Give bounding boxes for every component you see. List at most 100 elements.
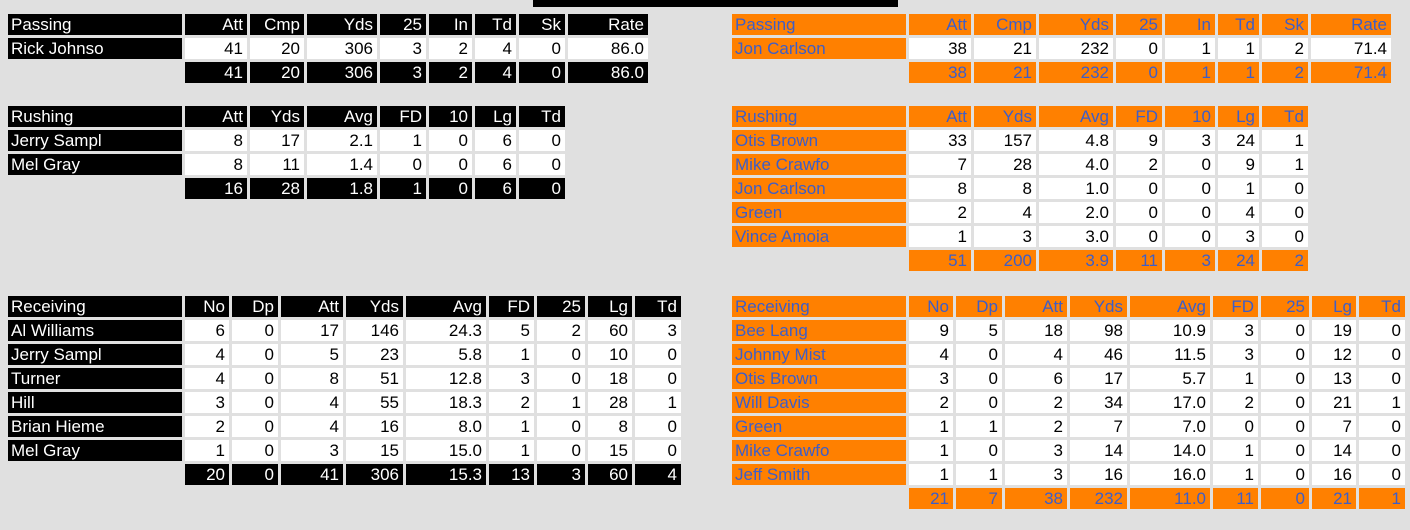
stat-value: 4.8 bbox=[1039, 130, 1113, 151]
column-header: Avg bbox=[307, 106, 377, 127]
totals-row: 51 200 3.9 11 3 24 2 bbox=[732, 250, 1308, 271]
stat-value: 0 bbox=[1116, 38, 1162, 59]
stat-value: 21 bbox=[974, 38, 1036, 59]
column-header: 25 bbox=[380, 14, 426, 35]
column-header: FD bbox=[1213, 296, 1258, 317]
stat-value: 8 bbox=[974, 178, 1036, 199]
stat-value: 24.3 bbox=[406, 320, 486, 341]
stat-value: 0 bbox=[429, 130, 472, 151]
stat-value: 0 bbox=[635, 440, 681, 461]
totals-spacer bbox=[732, 488, 906, 509]
total-value: 51 bbox=[909, 250, 971, 271]
stat-value: 3 bbox=[1213, 344, 1258, 365]
stat-value: 13 bbox=[1312, 368, 1356, 389]
totals-row: 20 0 41 306 15.3 13 3 60 4 bbox=[8, 464, 681, 485]
stat-value: 0 bbox=[232, 368, 278, 389]
column-header: Td bbox=[1262, 106, 1308, 127]
stat-value: 15.0 bbox=[406, 440, 486, 461]
stat-value: 0 bbox=[1165, 202, 1215, 223]
player-row: Jeff Smith 1 1 3 16 16.0 1 0 16 0 bbox=[732, 464, 1405, 485]
column-header: Rate bbox=[1311, 14, 1391, 35]
stat-value: 19 bbox=[1312, 320, 1356, 341]
column-header: Att bbox=[281, 296, 343, 317]
stat-value: 3 bbox=[1218, 226, 1259, 247]
home-passing-table: Passing Att Cmp Yds 25 In Td Sk Rate Rick Johnso 4… bbox=[5, 11, 651, 86]
stat-value: 5 bbox=[281, 344, 343, 365]
stat-value: 146 bbox=[346, 320, 403, 341]
stat-value: 0 bbox=[1359, 368, 1405, 389]
stat-value: 9 bbox=[909, 320, 953, 341]
stat-value: 0 bbox=[1116, 226, 1162, 247]
stat-value: 10.9 bbox=[1130, 320, 1210, 341]
column-header: FD bbox=[380, 106, 426, 127]
stat-value: 0 bbox=[1261, 344, 1309, 365]
stat-value: 0 bbox=[1261, 392, 1309, 413]
total-value: 4 bbox=[635, 464, 681, 485]
column-header: Att bbox=[1005, 296, 1067, 317]
total-value: 13 bbox=[489, 464, 534, 485]
stat-value: 1 bbox=[185, 440, 229, 461]
total-value: 60 bbox=[588, 464, 632, 485]
stat-value: 16 bbox=[1312, 464, 1356, 485]
player-row: Otis Brown 33 157 4.8 9 3 24 1 bbox=[732, 130, 1308, 151]
player-name: Johnny Mist bbox=[732, 344, 906, 365]
column-header: Yds bbox=[1070, 296, 1127, 317]
player-name: Jon Carlson bbox=[732, 178, 906, 199]
stat-value: 4.0 bbox=[1039, 154, 1113, 175]
stat-value: 1 bbox=[909, 440, 953, 461]
stat-value: 0 bbox=[537, 368, 585, 389]
stat-value: 11 bbox=[250, 154, 304, 175]
header-row: Passing Att Cmp Yds 25 In Td Sk Rate bbox=[8, 14, 648, 35]
player-name: Turner bbox=[8, 368, 182, 389]
player-name: Otis Brown bbox=[732, 130, 906, 151]
total-value: 16 bbox=[185, 178, 247, 199]
stat-value: 1 bbox=[956, 416, 1002, 437]
stat-value: 18.3 bbox=[406, 392, 486, 413]
total-value: 71.4 bbox=[1311, 62, 1391, 83]
total-value: 28 bbox=[250, 178, 304, 199]
stat-value: 3 bbox=[1165, 130, 1215, 151]
player-row: Green 2 4 2.0 0 0 4 0 bbox=[732, 202, 1308, 223]
total-value: 1 bbox=[1359, 488, 1405, 509]
player-row: Rick Johnso 41 20 306 3 2 4 0 86.0 bbox=[8, 38, 648, 59]
section-title: Rushing bbox=[8, 106, 182, 127]
stat-value: 8 bbox=[185, 154, 247, 175]
total-value: 0 bbox=[429, 178, 472, 199]
stat-value: 0 bbox=[380, 154, 426, 175]
player-row: Al Williams 6 0 17 146 24.3 5 2 60 3 bbox=[8, 320, 681, 341]
stat-value: 4 bbox=[185, 344, 229, 365]
stat-value: 2.0 bbox=[1039, 202, 1113, 223]
stat-value: 15 bbox=[588, 440, 632, 461]
stat-value: 0 bbox=[1262, 202, 1308, 223]
stat-value: 34 bbox=[1070, 392, 1127, 413]
stat-value: 0 bbox=[1359, 320, 1405, 341]
stat-value: 0 bbox=[1359, 440, 1405, 461]
stat-value: 4 bbox=[1218, 202, 1259, 223]
column-header: Td bbox=[1359, 296, 1405, 317]
player-name: Hill bbox=[8, 392, 182, 413]
stat-value: 1 bbox=[909, 464, 953, 485]
stat-value: 23 bbox=[346, 344, 403, 365]
stat-value: 0 bbox=[635, 368, 681, 389]
stat-value: 0 bbox=[956, 368, 1002, 389]
total-value: 0 bbox=[519, 178, 565, 199]
total-value: 21 bbox=[1312, 488, 1356, 509]
player-name: Brian Hieme bbox=[8, 416, 182, 437]
stat-value: 0 bbox=[1261, 440, 1309, 461]
stat-value: 3 bbox=[489, 368, 534, 389]
player-name: Will Davis bbox=[732, 392, 906, 413]
player-name: Rick Johnso bbox=[8, 38, 182, 59]
total-value: 2 bbox=[429, 62, 472, 83]
header-row: Rushing Att Yds Avg FD 10 Lg Td bbox=[732, 106, 1308, 127]
stat-value: 1 bbox=[1213, 368, 1258, 389]
stat-value: 0 bbox=[1262, 178, 1308, 199]
stat-value: 1 bbox=[635, 392, 681, 413]
stat-value: 3 bbox=[909, 368, 953, 389]
stat-value: 28 bbox=[588, 392, 632, 413]
stat-value: 16 bbox=[1070, 464, 1127, 485]
player-name: Mike Crawfo bbox=[732, 154, 906, 175]
stat-value: 1 bbox=[909, 226, 971, 247]
player-row: Green 1 1 2 7 7.0 0 0 7 0 bbox=[732, 416, 1405, 437]
stat-value: 7 bbox=[1312, 416, 1356, 437]
stat-value: 3 bbox=[380, 38, 426, 59]
